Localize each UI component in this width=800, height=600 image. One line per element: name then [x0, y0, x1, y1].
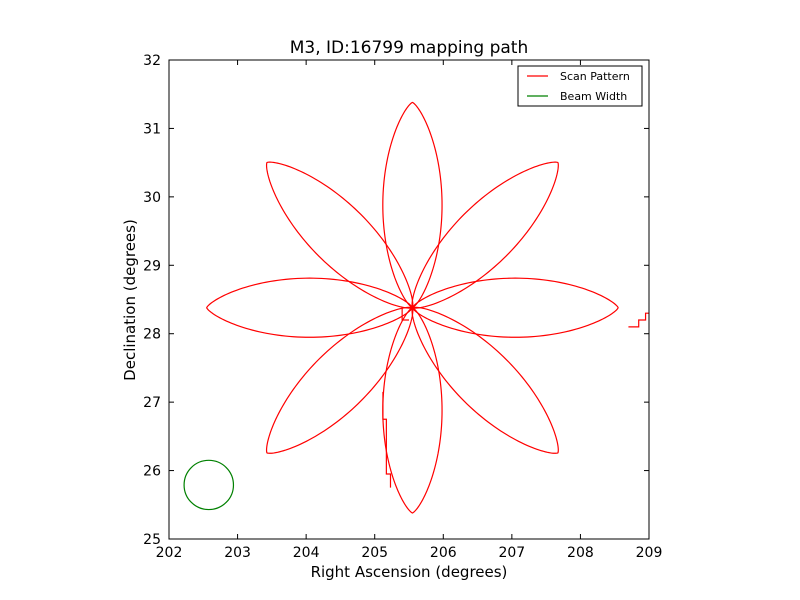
y-tick-label: 30 [143, 190, 161, 206]
scan-pattern-segment [628, 312, 649, 328]
scan-pattern-petal [411, 277, 619, 338]
y-tick-label: 25 [143, 532, 161, 548]
scan-pattern-petal [265, 161, 414, 309]
y-tick-label: 28 [143, 327, 161, 343]
x-tick-label: 206 [430, 545, 457, 561]
x-tick-label: 207 [498, 545, 525, 561]
x-axis-label: Right Ascension (degrees) [311, 563, 508, 581]
y-axis-label: Declination (degrees) [121, 219, 139, 381]
y-tick-label: 32 [143, 53, 161, 69]
scan-pattern-petal [411, 161, 559, 309]
chart-title: M3, ID:16799 mapping path [290, 38, 529, 58]
legend-box [517, 65, 643, 107]
x-tick-label: 204 [293, 545, 320, 561]
scan-pattern-petal [382, 307, 443, 514]
scan-pattern-petal [265, 306, 414, 454]
scan-pattern-petal [382, 101, 443, 309]
y-tick-label: 29 [143, 258, 161, 274]
x-tick-label: 209 [636, 545, 663, 561]
scan-pattern-petal [411, 306, 559, 454]
beam-width-circle [183, 459, 235, 511]
scan-pattern-segment [401, 307, 409, 321]
legend-label-scan-pattern: Scan Pattern [560, 70, 630, 83]
legend-label-beam-width: Beam Width [560, 90, 627, 103]
scan-pattern-petal [206, 277, 413, 338]
scan-pattern-segment [382, 391, 392, 488]
plot-frame [168, 59, 650, 540]
x-tick-label: 203 [224, 545, 251, 561]
x-tick-label: 202 [156, 545, 183, 561]
x-tick-label: 208 [567, 545, 594, 561]
legend: Scan Pattern Beam Width [517, 65, 643, 107]
y-tick-label: 31 [143, 121, 161, 137]
y-tick-label: 26 [143, 464, 161, 480]
x-tick-label: 205 [361, 545, 388, 561]
y-tick-label: 27 [143, 395, 161, 411]
